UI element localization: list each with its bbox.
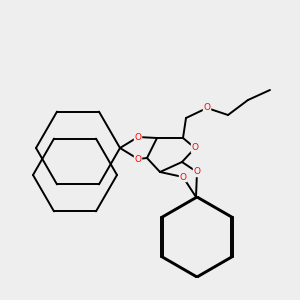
Text: O: O <box>203 103 211 112</box>
Text: O: O <box>179 172 187 182</box>
Text: O: O <box>134 154 142 164</box>
Text: O: O <box>191 143 199 152</box>
Text: O: O <box>134 133 142 142</box>
Text: O: O <box>194 167 200 176</box>
